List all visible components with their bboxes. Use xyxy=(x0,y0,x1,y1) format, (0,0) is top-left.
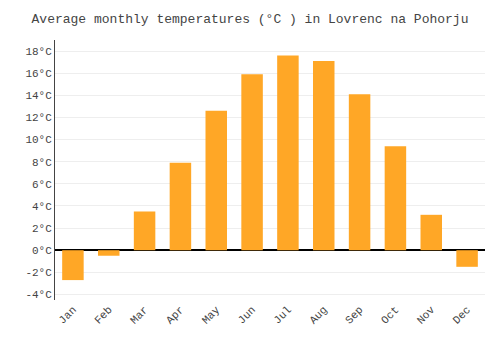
svg-text:Sep: Sep xyxy=(343,304,365,326)
svg-text:Average monthly temperatures (: Average monthly temperatures (°C ) in Lo… xyxy=(32,12,469,27)
svg-text:18°C: 18°C xyxy=(25,46,52,58)
svg-text:May: May xyxy=(200,304,223,327)
svg-text:Feb: Feb xyxy=(92,304,114,326)
svg-text:0°C: 0°C xyxy=(32,245,52,257)
svg-text:2°C: 2°C xyxy=(32,223,52,235)
svg-text:8°C: 8°C xyxy=(32,157,52,169)
svg-text:12°C: 12°C xyxy=(25,112,52,124)
svg-text:Mar: Mar xyxy=(128,304,150,326)
svg-text:6°C: 6°C xyxy=(32,179,52,191)
svg-text:Dec: Dec xyxy=(451,304,473,326)
svg-text:10°C: 10°C xyxy=(25,134,52,146)
svg-text:Jul: Jul xyxy=(271,304,293,326)
svg-text:-2°C: -2°C xyxy=(25,267,52,279)
svg-text:16°C: 16°C xyxy=(25,68,52,80)
svg-text:4°C: 4°C xyxy=(32,201,52,213)
svg-text:14°C: 14°C xyxy=(25,90,52,102)
svg-text:Jan: Jan xyxy=(56,304,78,326)
svg-text:Nov: Nov xyxy=(415,304,438,327)
svg-text:Oct: Oct xyxy=(379,304,401,326)
svg-text:-4°C: -4°C xyxy=(25,289,52,301)
svg-text:Aug: Aug xyxy=(307,304,329,326)
svg-text:Apr: Apr xyxy=(164,304,186,326)
svg-text:Jun: Jun xyxy=(236,304,258,326)
